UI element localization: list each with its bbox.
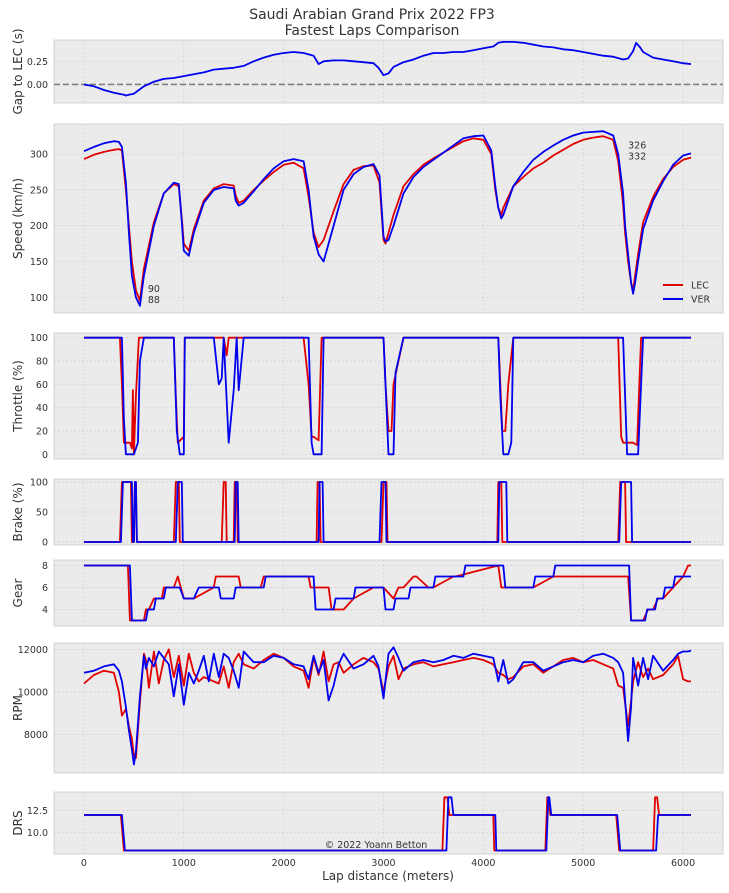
series-line-lec: [83, 648, 691, 759]
series-line-ver: [84, 564, 691, 622]
y-axis-label: Gear: [11, 578, 25, 607]
annotation-0-line-1: 88: [148, 295, 160, 306]
x-tick-label: 4000: [471, 858, 495, 869]
legend: LEC VER: [663, 281, 711, 306]
legend-label-ver: VER: [691, 295, 711, 306]
y-tick-label: 200: [30, 221, 48, 232]
x-tick-label: 2000: [272, 858, 296, 869]
x-axis-label: Lap distance (meters): [322, 869, 454, 883]
legend-label-lec: LEC: [691, 281, 709, 292]
y-tick-label: 100: [30, 333, 48, 344]
series-line-ver: [84, 796, 691, 852]
credit-text: © 2022 Yoann Betton: [325, 840, 428, 851]
y-tick-label: 50: [36, 508, 48, 519]
y-axis-label: Throttle (%): [11, 360, 25, 433]
x-tick-label: 3000: [371, 858, 395, 869]
series-line-lec: [84, 796, 691, 852]
series-line-ver: [83, 646, 692, 766]
y-tick-label: 250: [30, 185, 48, 196]
y-tick-label: 300: [30, 150, 48, 161]
y-axis-label: Brake (%): [11, 482, 25, 541]
y-tick-label: 80: [36, 357, 48, 368]
y-tick-label: 6: [42, 583, 48, 594]
x-tick-label: 5000: [571, 858, 595, 869]
y-tick-label: 10000: [18, 688, 48, 699]
chart-title-line1: Saudi Arabian Grand Prix 2022 FP3: [249, 7, 495, 23]
plot-area: [53, 39, 724, 104]
x-tick-label: 0: [81, 858, 87, 869]
y-tick-label: 4: [42, 605, 48, 616]
plot-area: [53, 123, 724, 314]
y-tick-label: 100: [30, 478, 48, 489]
series-line-ver: [83, 41, 692, 97]
subplot-2: 0 20 40 60 80 100 Throttle (%): [11, 332, 724, 461]
annotation-0-line-0: 90: [148, 284, 160, 295]
plot-area: [53, 791, 724, 855]
subplot-4: 4 6 8 Gear: [11, 559, 724, 627]
y-axis-label: Gap to LEC (s): [11, 28, 25, 114]
series-line-lec: [83, 135, 692, 302]
y-tick-label: 20: [36, 427, 48, 438]
subplot-3: 0 50 100 Brake (%): [11, 478, 724, 549]
series-line-ver: [84, 481, 691, 543]
annotation-1-line-1: 332: [628, 151, 646, 162]
y-tick-label: 100: [30, 293, 48, 304]
x-tick-label: 6000: [671, 858, 695, 869]
y-tick-label: 12000: [18, 645, 48, 656]
y-tick-label: 40: [36, 403, 48, 414]
y-tick-label: 0.00: [27, 80, 48, 91]
y-axis-label: DRS: [11, 810, 25, 835]
y-tick-label: 150: [30, 257, 48, 268]
x-tick-label: 1000: [172, 858, 196, 869]
annotation-1-line-0: 326: [628, 140, 646, 151]
series-line-ver: [84, 336, 691, 456]
y-axis-label: RPM: [11, 695, 25, 721]
chart-title-line2: Fastest Laps Comparison: [285, 23, 460, 39]
series-line-ver: [83, 130, 692, 307]
y-tick-label: 8: [42, 561, 48, 572]
y-tick-label: 8000: [24, 730, 48, 741]
subplot-5: 8000 10000 12000 RPM: [11, 642, 724, 774]
y-tick-label: 0: [42, 538, 48, 549]
y-axis-label: Speed (km/h): [11, 178, 25, 259]
y-tick-label: 0: [42, 450, 48, 461]
y-tick-label: 0.25: [27, 57, 48, 68]
y-tick-label: 60: [36, 380, 48, 391]
y-tick-label: 12.5: [27, 806, 48, 817]
y-tick-label: 10.0: [27, 828, 48, 839]
